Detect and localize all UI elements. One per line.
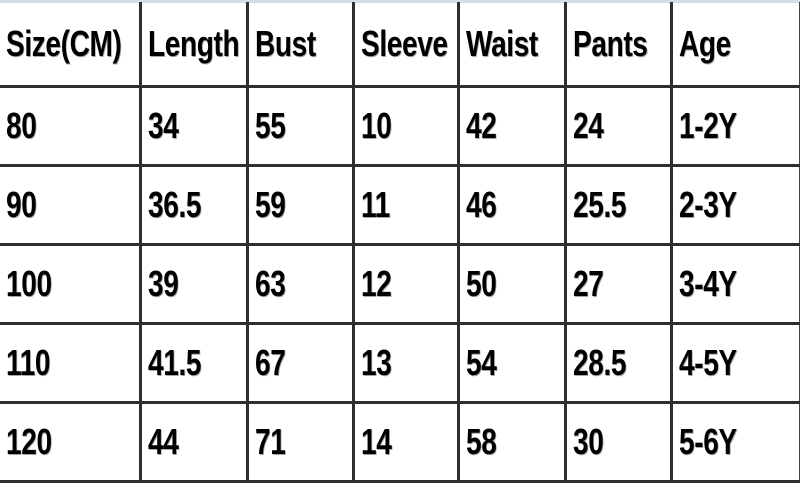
table-cell: 58 [456, 401, 567, 483]
table-cell: 4-5Y [669, 322, 800, 404]
cell-text: 11 [360, 184, 390, 225]
cell-text: 30 [572, 421, 604, 462]
table-cell: 27 [563, 243, 673, 325]
cell-text: 54 [465, 342, 497, 383]
cell-text: 42 [465, 105, 497, 146]
table-cell: 34 [138, 85, 249, 167]
header-cell: Waist [456, 2, 567, 88]
cell-text: 4-5Y [678, 342, 737, 383]
cell-text: 14 [360, 421, 392, 462]
cell-text: 12 [360, 263, 392, 304]
cell-text: 63 [254, 263, 286, 304]
cell-text: Length [147, 22, 240, 64]
table-cell: 110 [0, 322, 142, 404]
cell-text: 90 [6, 184, 37, 225]
cell-text: 50 [465, 263, 497, 304]
cell-text: 110 [6, 342, 51, 383]
table-cell: 100 [0, 243, 142, 325]
table-cell: 50 [456, 243, 567, 325]
cell-text: 80 [6, 105, 37, 146]
header-cell: Size(CM) [0, 2, 142, 88]
table-cell: 90 [0, 164, 142, 246]
header-cell: Bust [245, 2, 355, 88]
table-cell: 24 [563, 85, 673, 167]
cell-text: 41.5 [147, 342, 201, 383]
table-cell: 120 [0, 401, 142, 483]
table-cell: 3-4Y [669, 243, 800, 325]
cell-text: Waist [465, 22, 538, 64]
table-cell: 10 [351, 85, 460, 167]
table-cell: 44 [138, 401, 249, 483]
table-cell: 25.5 [563, 164, 673, 246]
table-row: 90 36.5 59 11 46 25.5 2-3Y [0, 164, 800, 246]
table-cell: 36.5 [138, 164, 249, 246]
table-cell: 11 [351, 164, 460, 246]
table-cell: 12 [351, 243, 460, 325]
cell-text: 44 [147, 421, 179, 462]
table-cell: 30 [563, 401, 673, 483]
table-cell: 59 [245, 164, 355, 246]
cell-text: 67 [254, 342, 286, 383]
table-cell: 54 [456, 322, 567, 404]
cell-text: 3-4Y [678, 263, 737, 304]
cell-text: 34 [147, 105, 179, 146]
header-cell: Age [669, 2, 800, 88]
cell-text: 36.5 [147, 184, 201, 225]
header-cell: Pants [563, 2, 673, 88]
table-cell: 13 [351, 322, 460, 404]
cell-text: 1-2Y [678, 105, 737, 146]
table-cell: 1-2Y [669, 85, 800, 167]
cell-text: 25.5 [572, 184, 626, 225]
cell-text: 55 [254, 105, 286, 146]
cell-text: 59 [254, 184, 286, 225]
cell-text: Pants [572, 22, 648, 64]
cell-text: 39 [147, 263, 179, 304]
top-border [0, 0, 800, 3]
table-cell: 5-6Y [669, 401, 800, 483]
cell-text: 5-6Y [678, 421, 737, 462]
cell-text: 10 [360, 105, 392, 146]
table-row: 100 39 63 12 50 27 3-4Y [0, 243, 800, 325]
cell-text: 27 [572, 263, 604, 304]
table-row: 110 41.5 67 13 54 28.5 4-5Y [0, 322, 800, 404]
table-cell: 80 [0, 85, 142, 167]
size-chart-table: Size(CM) Length Bust Sleeve Waist Pants Age 80 3… [0, 2, 800, 483]
header-cell: Length [138, 2, 249, 88]
cell-text: Bust [254, 22, 316, 64]
table-row: 120 44 71 14 58 30 5-6Y [0, 401, 800, 483]
table-cell: 42 [456, 85, 567, 167]
table-cell: 67 [245, 322, 355, 404]
cell-text: 100 [6, 263, 52, 304]
table-cell: 71 [245, 401, 355, 483]
header-row: Size(CM) Length Bust Sleeve Waist Pants Age [0, 2, 800, 88]
cell-text: 24 [572, 105, 604, 146]
cell-text: 120 [6, 421, 52, 462]
table-cell: 14 [351, 401, 460, 483]
cell-text: 46 [465, 184, 497, 225]
table-cell: 63 [245, 243, 355, 325]
cell-text: Sleeve [360, 22, 448, 64]
cell-text: 58 [465, 421, 497, 462]
table-cell: 39 [138, 243, 249, 325]
cell-text: 13 [360, 342, 392, 383]
cell-text: 71 [254, 421, 286, 462]
cell-text: 28.5 [572, 342, 626, 383]
table-cell: 46 [456, 164, 567, 246]
header-cell: Sleeve [351, 2, 460, 88]
table-cell: 2-3Y [669, 164, 800, 246]
cell-text: Age [678, 22, 731, 64]
table-cell: 41.5 [138, 322, 249, 404]
cell-text: 2-3Y [678, 184, 737, 225]
table-row: 80 34 55 10 42 24 1-2Y [0, 85, 800, 167]
cell-text: Size(CM) [6, 22, 122, 64]
table-cell: 55 [245, 85, 355, 167]
table-cell: 28.5 [563, 322, 673, 404]
